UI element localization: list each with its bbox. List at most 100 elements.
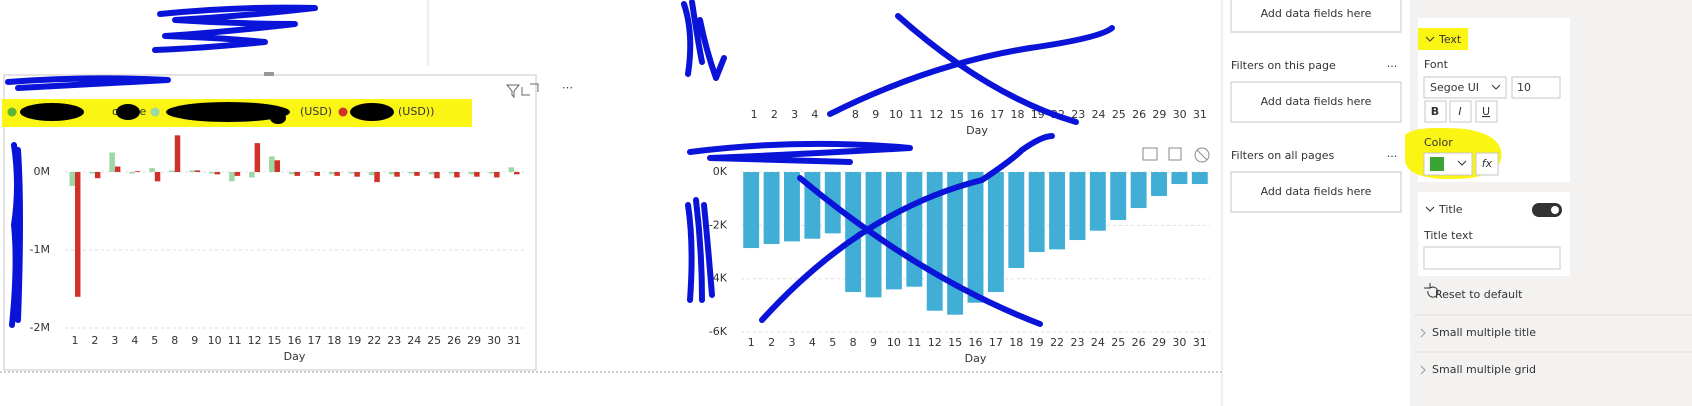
text-input[interactable] xyxy=(1423,246,1561,270)
drill-icon[interactable] xyxy=(1142,147,1158,161)
bar xyxy=(1008,172,1025,269)
bar xyxy=(254,143,261,172)
bar xyxy=(314,171,320,176)
menu[interactable]: ... xyxy=(1387,147,1398,160)
x-tick-label: 19 xyxy=(347,334,361,347)
redactions xyxy=(5,0,1115,328)
disable-icon[interactable] xyxy=(1194,147,1210,163)
card-title[interactable]: Small multiple title xyxy=(1432,326,1536,339)
card-title[interactable]: Small multiple grid xyxy=(1432,363,1536,376)
redaction xyxy=(350,103,394,121)
bar xyxy=(1171,172,1188,185)
chevron[interactable] xyxy=(1425,206,1435,212)
legend-marker xyxy=(7,107,17,117)
button-label: U xyxy=(1482,105,1490,118)
x-tick-label: 19 xyxy=(1030,336,1044,349)
drop-zone-text: Add data fields here xyxy=(1261,7,1372,20)
drop-zone[interactable] xyxy=(1230,0,1402,33)
x-tick-label: 12 xyxy=(248,334,262,347)
scribble xyxy=(5,75,171,91)
x-tick-label: 8 xyxy=(852,108,859,121)
x-tick-label: 16 xyxy=(288,334,302,347)
button[interactable] xyxy=(1475,100,1498,123)
toggle-label: On xyxy=(1537,203,1553,216)
x-tick-label: 24 xyxy=(1091,336,1105,349)
bar xyxy=(474,171,480,177)
x-tick-label: 24 xyxy=(1092,108,1106,121)
scribble xyxy=(152,4,318,53)
y-tick-label: -2M xyxy=(30,321,50,334)
scribble xyxy=(759,133,1055,327)
scribble xyxy=(681,0,727,81)
menu[interactable]: ... xyxy=(1387,57,1398,70)
redaction xyxy=(270,112,286,124)
card-title[interactable]: Title xyxy=(1438,203,1463,216)
bar xyxy=(149,168,155,172)
x-tick-label: 9 xyxy=(191,334,198,347)
legend-marker xyxy=(338,107,348,117)
bar xyxy=(514,171,520,175)
x-tick-label: 18 xyxy=(1011,108,1025,121)
focus-icon[interactable] xyxy=(521,83,539,96)
button-label: B xyxy=(1431,105,1439,118)
bar xyxy=(434,171,440,179)
x-tick-label: 25 xyxy=(1112,108,1126,121)
scribble xyxy=(827,13,1115,125)
chevron[interactable] xyxy=(1425,36,1435,42)
x-tick-label: 1 xyxy=(748,336,755,349)
color-swatch xyxy=(1430,157,1444,171)
x-tick-label: 26 xyxy=(1132,108,1146,121)
bar xyxy=(69,171,75,187)
bar xyxy=(468,171,475,175)
button[interactable] xyxy=(1475,152,1499,176)
bar xyxy=(1130,172,1147,209)
link[interactable]: Reset to default xyxy=(1435,288,1523,301)
x-tick-label: 10 xyxy=(208,334,222,347)
label: Font xyxy=(1424,58,1449,71)
drop-zone[interactable] xyxy=(1230,81,1402,123)
x-tick-label: 25 xyxy=(427,334,441,347)
bar xyxy=(348,171,355,174)
button[interactable] xyxy=(1424,100,1447,123)
more-icon[interactable]: ⋯ xyxy=(562,81,573,94)
dropdown[interactable] xyxy=(1423,76,1507,99)
bar xyxy=(1089,172,1106,231)
x-tick-label: 26 xyxy=(447,334,461,347)
bar xyxy=(494,171,500,178)
bar xyxy=(129,171,135,174)
expand-icon[interactable] xyxy=(1168,147,1182,161)
chevron[interactable] xyxy=(1420,365,1426,375)
x-axis-title: Day xyxy=(284,350,306,363)
x-tick-label: 18 xyxy=(1009,336,1023,349)
x-tick-label: 30 xyxy=(1172,336,1186,349)
redaction xyxy=(116,104,140,120)
chevron[interactable] xyxy=(1420,328,1426,338)
y-tick-label: 0M xyxy=(34,165,51,178)
bar xyxy=(194,170,201,172)
bar xyxy=(234,171,241,176)
x-tick-label: 8 xyxy=(171,334,178,347)
bar xyxy=(289,171,295,175)
y-tick-label: -2K xyxy=(709,218,728,231)
bar xyxy=(1191,172,1208,185)
section-title: Filters on all pages xyxy=(1231,149,1334,162)
y-tick-label: -6K xyxy=(709,325,728,338)
section-title: Filters on this page xyxy=(1231,59,1336,72)
x-tick-label: 22 xyxy=(1050,336,1064,349)
filter-icon[interactable] xyxy=(505,84,521,99)
x-tick-label: 3 xyxy=(791,108,798,121)
x-tick-label: 30 xyxy=(487,334,501,347)
bar xyxy=(374,171,380,183)
number-input[interactable] xyxy=(1511,76,1561,99)
drop-zone[interactable] xyxy=(1230,171,1402,213)
toggle-knob xyxy=(1551,206,1559,214)
bar xyxy=(508,167,515,172)
bar xyxy=(294,171,300,176)
x-tick-label: 11 xyxy=(228,334,242,347)
card-title[interactable]: Text xyxy=(1438,33,1462,46)
button[interactable] xyxy=(1449,100,1472,123)
x-tick-label: 15 xyxy=(268,334,282,347)
x-tick-label: 31 xyxy=(1193,108,1207,121)
bar xyxy=(328,171,335,175)
